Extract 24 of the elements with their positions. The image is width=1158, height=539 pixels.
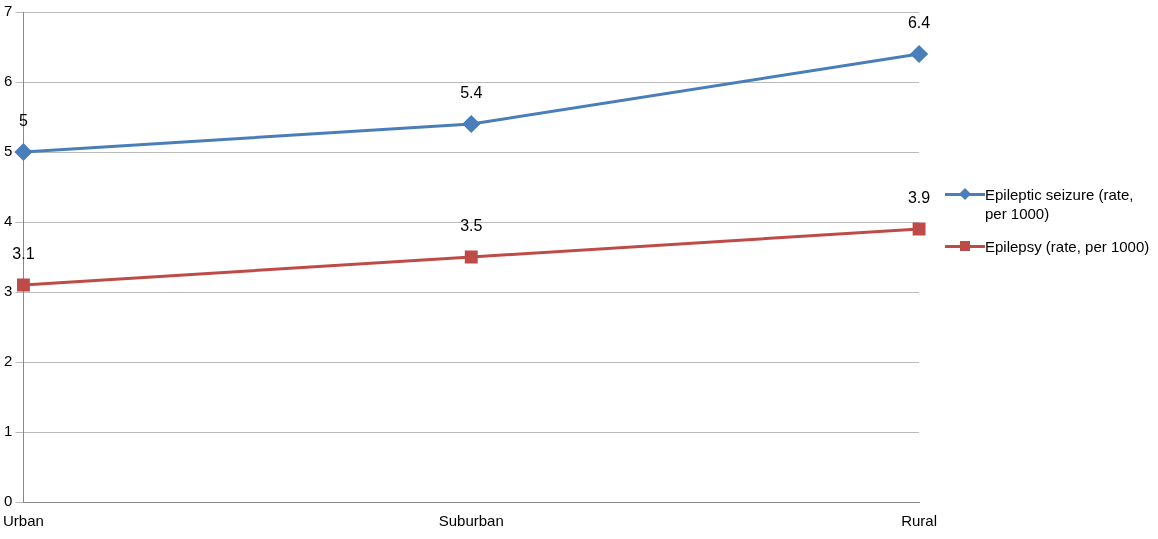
legend-label: Epileptic seizure (rate, per 1000) — [985, 185, 1135, 223]
data-label: 5 — [18, 112, 28, 130]
data-label: 6.4 — [907, 14, 931, 32]
x-tick-label: Suburban — [438, 512, 504, 530]
y-tick-label: 1 — [4, 422, 13, 440]
legend-label: Epilepsy (rate, per 1000) — [985, 237, 1150, 256]
point — [14, 143, 32, 161]
point — [910, 45, 928, 63]
y-tick-label: 2 — [4, 352, 13, 370]
point — [462, 115, 480, 133]
y-tick-label: 0 — [4, 492, 13, 510]
y-tick-label: 6 — [4, 72, 13, 90]
point — [912, 222, 926, 236]
data-label: 3.5 — [460, 217, 483, 235]
y-tick-label: 5 — [4, 142, 13, 160]
y-tick-label: 3 — [4, 282, 13, 300]
x-tick-label: Urban — [3, 512, 44, 530]
data-label: 5.4 — [460, 84, 483, 102]
y-tick-label: 7 — [4, 2, 13, 20]
y-tick-label: 4 — [4, 212, 13, 230]
data-label: 3.9 — [907, 189, 931, 207]
x-tick-label: Rural — [901, 512, 938, 530]
data-label: 3.1 — [12, 245, 35, 263]
point — [464, 250, 478, 264]
